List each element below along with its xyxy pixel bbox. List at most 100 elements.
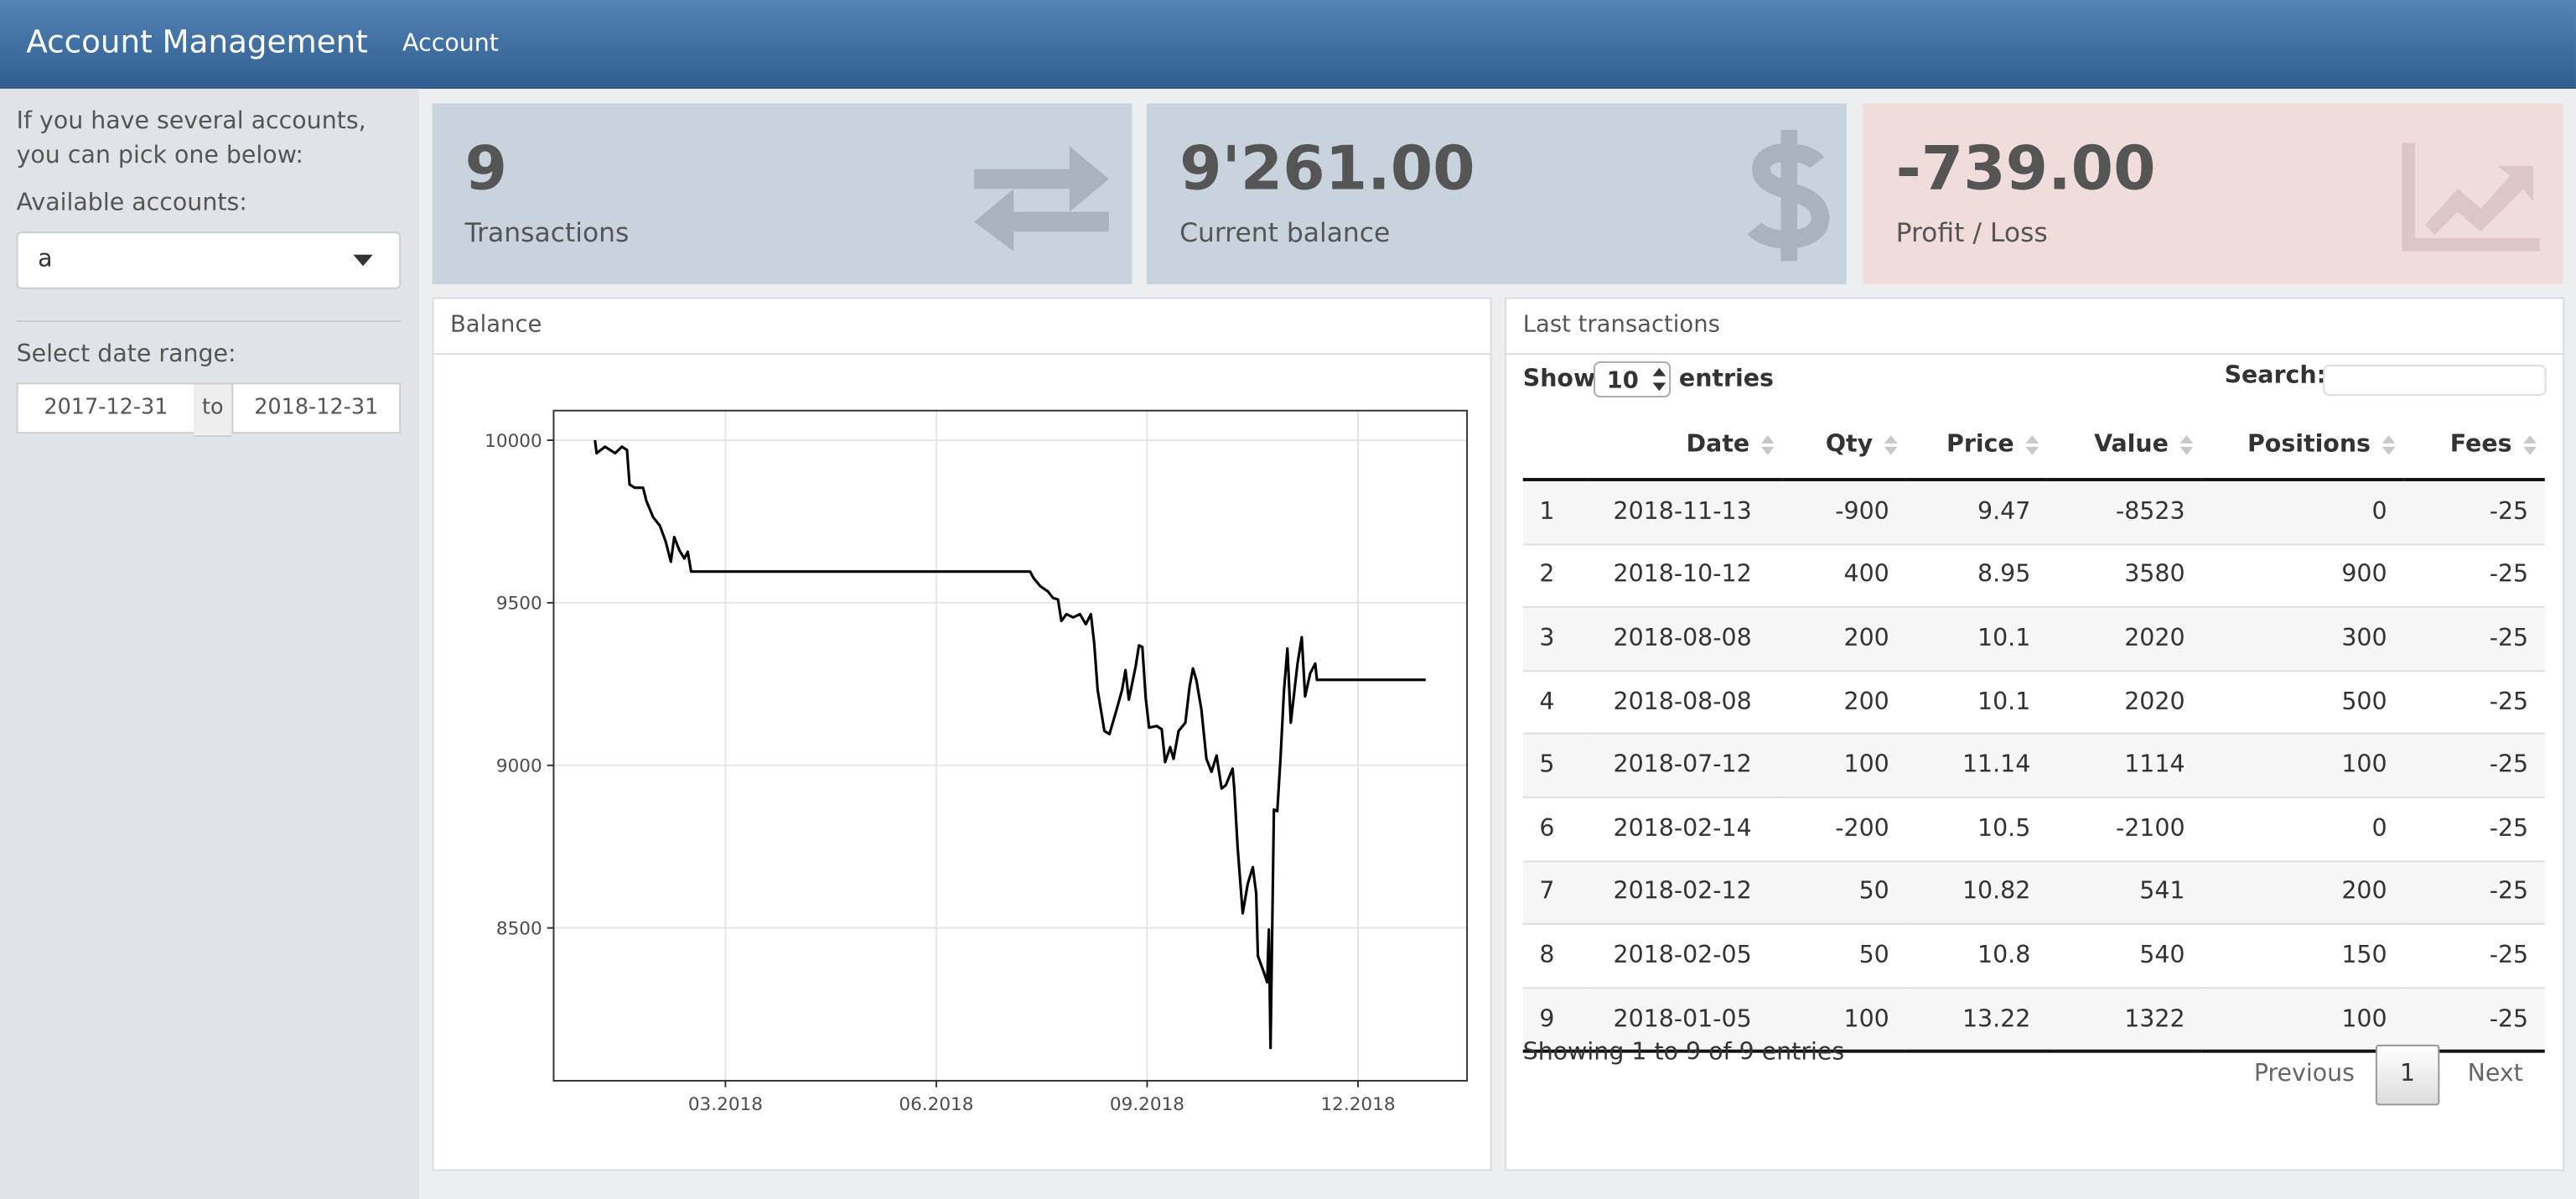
box-value: -739.00 [1895, 132, 2156, 204]
table-cell: 100 [2201, 986, 2404, 1052]
table-cell: 200 [2201, 859, 2404, 925]
column-header[interactable]: Date [1589, 412, 1783, 481]
sort-icon [1760, 435, 1775, 455]
table-cell: 541 [2046, 859, 2202, 925]
table-cell: 900 [2201, 542, 2404, 608]
table-cell: 2018-08-08 [1589, 606, 1783, 671]
intro: If you have several accounts, you can pi… [16, 108, 366, 169]
table-row: 4 2018-08-08 200 10.1 2020 500 -25 [1522, 669, 2545, 734]
column-header[interactable]: Value [2046, 412, 2202, 481]
table-cell: 2018-08-08 [1589, 669, 1783, 734]
box-value: 9 [464, 132, 508, 204]
table-row: 8 2018-02-05 50 10.8 540 150 -25 [1522, 923, 2545, 988]
column-header[interactable]: Positions [2201, 412, 2404, 481]
caret [353, 254, 373, 267]
page-button[interactable]: 1 [2375, 1044, 2440, 1106]
sort-icon [2179, 435, 2194, 455]
table-cell: 100 [1782, 986, 1906, 1052]
sidebar: If you have several accounts, you can pi… [0, 88, 419, 1199]
table-cell: 300 [2201, 606, 2404, 671]
icon [974, 146, 1109, 252]
table-cell: -25 [2403, 669, 2545, 734]
selected: a [38, 246, 53, 273]
table-cell: 2018-07-12 [1589, 733, 1783, 797]
search-input[interactable] [2323, 364, 2547, 397]
table-row: 6 2018-02-14 -200 10.5 -2100 0 -25 [1522, 797, 2545, 861]
table-row: 7 2018-02-12 50 10.82 541 200 -25 [1522, 859, 2545, 925]
date-end[interactable]: 2018-12-31 [231, 382, 402, 434]
table-cell: 3 [1522, 606, 1589, 671]
search-label: Search: [2224, 362, 2326, 390]
header-text: Qty [1825, 432, 1874, 459]
x-tick-label: 03.2018 [688, 1094, 763, 1115]
table-cell: -25 [2403, 479, 2545, 544]
table-cell: 10.8 [1905, 923, 2047, 988]
prev-button[interactable]: Previous [2253, 1061, 2355, 1087]
transactions-panel: Last transactions Show 10 entries Search… [1505, 297, 2565, 1171]
y-tick-label: 9500 [496, 594, 542, 615]
table-cell: 150 [2201, 923, 2404, 988]
table-cell: 2 [1522, 542, 1589, 608]
box-label: Current balance [1179, 216, 1391, 248]
table-cell: 100 [1782, 733, 1906, 797]
account-select[interactable]: a [16, 231, 402, 289]
table-cell: 2018-11-13 [1589, 479, 1783, 544]
y-tick-label: 10000 [485, 431, 542, 452]
table-cell: 0 [2201, 797, 2404, 861]
table-cell: -900 [1782, 479, 1906, 544]
label: Select date range: [16, 341, 236, 368]
table-cell: -2100 [2046, 797, 2202, 861]
table-cell: 200 [1782, 606, 1906, 671]
table-cell: 7 [1522, 859, 1589, 925]
table-cell: 2018-02-14 [1589, 797, 1783, 861]
column-header[interactable]: Qty [1782, 412, 1906, 481]
next-button[interactable]: Next [2467, 1061, 2523, 1087]
table-cell: 50 [1782, 859, 1906, 925]
table-cell: 10.1 [1905, 606, 2047, 671]
divider [1506, 353, 2563, 356]
column-header[interactable]: Price [1905, 412, 2047, 481]
index-header [1522, 412, 1589, 481]
value-box: 9 Transactions [432, 103, 1133, 284]
table-row: 3 2018-08-08 200 10.1 2020 300 -25 [1522, 606, 2545, 671]
icon [2402, 143, 2540, 252]
table-cell: 540 [2046, 923, 2202, 988]
length-label: Show [1522, 366, 1596, 393]
plot-border [552, 409, 1469, 1082]
spinner [1652, 367, 1666, 392]
table-cell: 10.1 [1905, 669, 2047, 734]
table-cell: 10.82 [1905, 859, 2047, 925]
box-label: Transactions [464, 216, 630, 248]
nav-tab[interactable]: Account [402, 31, 499, 58]
table-cell: 50 [1782, 923, 1906, 988]
date-start[interactable]: 2017-12-31 [16, 382, 196, 434]
header-text: Date [1686, 432, 1750, 459]
table-cell: 200 [1782, 669, 1906, 734]
plot-background [553, 410, 1468, 1081]
panel-title: Balance [449, 312, 542, 339]
label: Available accounts: [16, 190, 247, 217]
header-text: Price [1946, 432, 2014, 459]
table-cell: 400 [1782, 542, 1906, 608]
value-box: 9'261.00 Current balance [1146, 103, 1847, 284]
column-header[interactable]: Fees [2403, 412, 2545, 481]
table-row: 1 2018-11-13 -900 9.47 -8523 0 -25 [1522, 479, 2545, 544]
length-select[interactable]: 10 [1594, 361, 1672, 398]
box-label: Profit / Loss [1895, 216, 2048, 248]
sort-icon [2382, 435, 2396, 455]
table-cell: 1 [1522, 479, 1589, 544]
table-cell: -25 [2403, 542, 2545, 608]
table-cell: -25 [2403, 606, 2545, 671]
table-cell: -25 [2403, 986, 2545, 1052]
table-cell: 8 [1522, 923, 1589, 988]
divider [433, 353, 1490, 356]
table-cell: -25 [2403, 797, 2545, 861]
table-cell: 6 [1522, 797, 1589, 861]
table-cell: 4 [1522, 669, 1589, 734]
table-cell: 1114 [2046, 733, 2202, 797]
table-cell: 2018-02-05 [1589, 923, 1783, 988]
table-cell: 8.95 [1905, 542, 2047, 608]
brand[interactable]: Account Management [26, 24, 368, 61]
sort-icon [1884, 435, 1898, 455]
